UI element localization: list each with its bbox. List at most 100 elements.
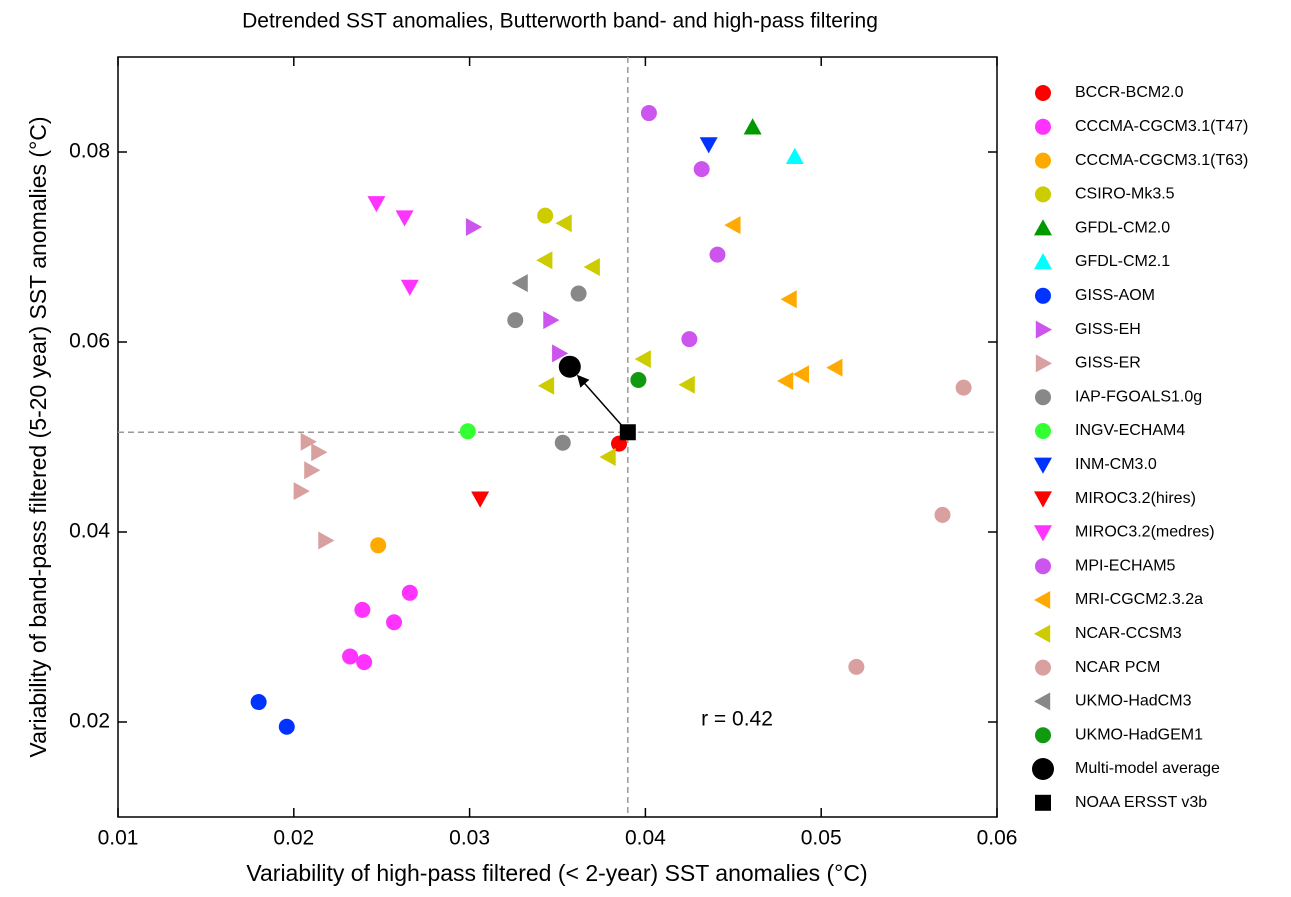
legend-marker — [1034, 219, 1052, 236]
marker — [304, 461, 321, 480]
x-tick-label: 0.06 — [977, 827, 1018, 850]
y-tick-label: 0.06 — [69, 330, 110, 353]
legend-marker — [1035, 423, 1051, 439]
marker — [537, 376, 555, 395]
legend-marker — [1034, 491, 1052, 508]
x-tick-label: 0.04 — [625, 827, 666, 850]
marker — [511, 274, 528, 293]
marker — [318, 531, 335, 550]
y-tick-label: 0.04 — [69, 520, 110, 543]
marker — [570, 285, 587, 302]
marker — [395, 210, 414, 227]
legend-marker — [1034, 457, 1052, 474]
legend-label: NCAR PCM — [1075, 659, 1160, 676]
legend-marker — [1035, 85, 1051, 101]
marker — [278, 718, 295, 735]
marker — [792, 365, 810, 384]
legend-label: CCCMA-CGCM3.1(T47) — [1075, 118, 1248, 135]
marker — [342, 648, 359, 665]
marker — [367, 196, 386, 213]
legend-label: INGV-ECHAM4 — [1075, 422, 1185, 439]
marker — [400, 279, 419, 296]
marker — [543, 311, 560, 330]
marker — [558, 355, 581, 378]
marker — [826, 358, 843, 377]
marker — [785, 147, 804, 164]
legend-label: Multi-model average — [1075, 760, 1220, 777]
marker — [250, 694, 267, 711]
marker — [724, 216, 741, 235]
marker — [507, 312, 524, 329]
marker — [693, 161, 710, 178]
legend-label: MPI-ECHAM5 — [1075, 557, 1176, 574]
legend-marker — [1035, 389, 1051, 406]
legend-marker — [1035, 118, 1051, 135]
legend-label: INM-CM3.0 — [1075, 456, 1157, 473]
legend-label: GISS-AOM — [1075, 287, 1155, 304]
legend-label: GISS-ER — [1075, 355, 1141, 372]
legend-marker — [1034, 525, 1052, 542]
y-tick-label: 0.02 — [69, 710, 110, 733]
legend-label: MIROC3.2(medres) — [1075, 524, 1215, 541]
marker — [293, 482, 310, 501]
legend-marker — [1035, 727, 1051, 744]
marker — [955, 379, 972, 396]
marker — [465, 218, 483, 237]
legend-marker — [1035, 354, 1052, 373]
legend-label: GISS-EH — [1075, 321, 1141, 338]
legend-marker — [1034, 591, 1051, 609]
marker — [311, 443, 328, 462]
marker — [777, 371, 794, 390]
y-tick-label: 0.08 — [69, 140, 110, 163]
marker — [552, 344, 569, 363]
legend-marker — [1035, 320, 1052, 339]
legend-marker — [1035, 152, 1051, 169]
marker — [780, 290, 797, 309]
marker — [471, 491, 490, 508]
plot-frame — [117, 56, 998, 818]
annotation: r = 0.42 — [701, 708, 773, 731]
arrow — [576, 374, 629, 433]
marker — [401, 584, 418, 601]
legend-marker — [1035, 186, 1051, 203]
marker — [640, 105, 657, 122]
legend-label: NCAR-CCSM3 — [1075, 625, 1182, 642]
marker — [386, 614, 403, 631]
marker — [354, 601, 371, 618]
legend-label: NOAA ERSST v3b — [1075, 794, 1207, 811]
legend-label: MRI-CGCM2.3.2a — [1075, 591, 1203, 608]
legend-label: UKMO-HadCM3 — [1075, 693, 1192, 710]
legend-marker — [1035, 558, 1051, 575]
marker — [934, 506, 951, 523]
legend-label: UKMO-HadGEM1 — [1075, 726, 1203, 743]
marker — [634, 350, 651, 369]
legend-label: CCCMA-CGCM3.1(T63) — [1075, 152, 1248, 169]
marker — [370, 537, 387, 554]
legend-marker — [1035, 287, 1051, 304]
marker — [537, 207, 554, 224]
x-tick-label: 0.01 — [98, 827, 139, 850]
x-axis-label: Variability of high-pass filtered (< 2-y… — [246, 860, 867, 886]
marker — [554, 434, 571, 451]
marker — [848, 658, 865, 675]
marker — [300, 432, 317, 451]
marker — [356, 654, 373, 671]
marker — [459, 423, 476, 440]
legend-label: GFDL-CM2.0 — [1075, 219, 1170, 236]
legend-marker — [1034, 692, 1051, 711]
marker — [678, 375, 695, 394]
y-axis-label: Variability of band-pass filtered (5-20 … — [25, 116, 51, 757]
marker — [555, 214, 572, 233]
marker — [630, 372, 647, 388]
marker — [709, 246, 726, 263]
x-tick-label: 0.05 — [801, 827, 842, 850]
legend-marker — [1035, 794, 1051, 811]
legend-label: BCCR-BCM2.0 — [1075, 84, 1184, 101]
marker — [743, 118, 762, 135]
x-tick-label: 0.03 — [449, 827, 490, 850]
legend-label: GFDL-CM2.1 — [1075, 253, 1170, 270]
legend-marker — [1034, 253, 1052, 270]
legend-marker — [1035, 659, 1051, 676]
marker — [619, 424, 636, 441]
